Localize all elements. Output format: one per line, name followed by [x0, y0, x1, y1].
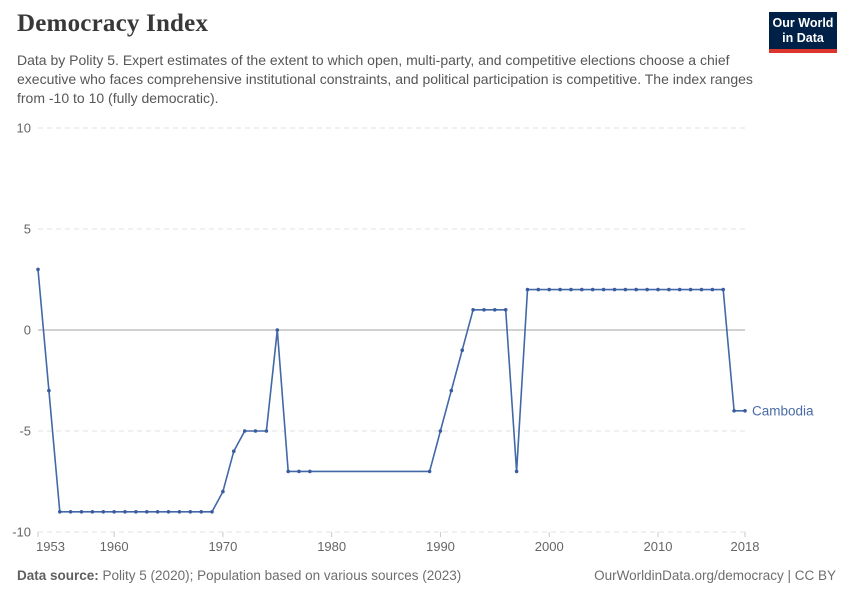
- data-point-1969[interactable]: [210, 510, 214, 514]
- data-point-2000[interactable]: [547, 287, 551, 292]
- data-point-2009[interactable]: [645, 287, 649, 292]
- data-point-1996[interactable]: [503, 308, 508, 312]
- data-point-1975[interactable]: [275, 328, 280, 332]
- data-point-2007[interactable]: [623, 287, 628, 292]
- data-source-note: Data source: Polity 5 (2020); Population…: [17, 568, 461, 583]
- data-point-1997[interactable]: [514, 469, 519, 474]
- data-point-1978[interactable]: [308, 469, 312, 474]
- x-tick-label-2000: 2000: [535, 539, 564, 554]
- data-point-2002[interactable]: [569, 287, 573, 292]
- data-point-2010[interactable]: [656, 287, 660, 292]
- data-point-2006[interactable]: [612, 287, 617, 292]
- data-point-1972[interactable]: [242, 429, 247, 433]
- chart-subtitle: Data by Polity 5. Expert estimates of th…: [17, 52, 753, 106]
- x-tick-label-2018: 2018: [731, 539, 760, 554]
- y-tick-label-0: 0: [24, 323, 31, 338]
- data-source-label: Data source:: [17, 568, 99, 583]
- data-point-2011[interactable]: [667, 287, 671, 292]
- data-point-1961[interactable]: [123, 510, 127, 514]
- data-point-1955[interactable]: [58, 510, 62, 514]
- data-point-1992[interactable]: [460, 348, 465, 352]
- page-title: Democracy Index: [17, 10, 209, 37]
- data-point-1966[interactable]: [177, 510, 182, 514]
- data-point-1974[interactable]: [264, 429, 269, 433]
- data-point-1990[interactable]: [438, 429, 443, 433]
- line-chart: 10 5 0 -5 -10 1953 1960 1970 1980 1990 2000 2010 201…: [12, 121, 814, 554]
- data-point-1960[interactable]: [112, 510, 116, 514]
- data-point-1956[interactable]: [68, 510, 73, 514]
- data-point-1959[interactable]: [101, 510, 106, 514]
- x-tick-label-1953: 1953: [36, 539, 65, 554]
- chart-footer: Data source: Polity 5 (2020); Population…: [17, 568, 836, 583]
- x-tick-label-1980: 1980: [317, 539, 346, 554]
- data-point-1994[interactable]: [482, 308, 486, 312]
- data-point-1967[interactable]: [188, 510, 193, 514]
- x-tick-label-1990: 1990: [426, 539, 455, 554]
- data-point-2003[interactable]: [580, 287, 584, 292]
- data-point-2015[interactable]: [710, 287, 715, 292]
- data-point-1989[interactable]: [427, 469, 432, 474]
- data-point-1958[interactable]: [90, 510, 95, 514]
- x-tick-label-2010: 2010: [644, 539, 673, 554]
- data-point-2017[interactable]: [732, 409, 736, 413]
- data-point-2001[interactable]: [558, 287, 562, 292]
- data-point-1954[interactable]: [47, 388, 51, 393]
- data-point-1999[interactable]: [536, 287, 541, 292]
- x-tick-label-1970: 1970: [208, 539, 237, 554]
- y-tick-label--10: -10: [12, 525, 31, 540]
- entity-label-cambodia[interactable]: Cambodia: [752, 404, 814, 419]
- data-point-2008[interactable]: [634, 287, 638, 292]
- data-point-2013[interactable]: [688, 287, 693, 292]
- data-point-1963[interactable]: [145, 510, 149, 514]
- data-point-2004[interactable]: [590, 287, 595, 292]
- x-tick-label-1960: 1960: [100, 539, 129, 554]
- data-point-2005[interactable]: [601, 287, 606, 292]
- data-point-1998[interactable]: [525, 287, 530, 292]
- data-point-1957[interactable]: [79, 510, 84, 514]
- data-point-1991[interactable]: [449, 388, 454, 393]
- y-tick-label--5: -5: [19, 424, 31, 439]
- data-point-1995[interactable]: [493, 308, 497, 312]
- data-point-1953[interactable]: [36, 267, 40, 272]
- data-point-1973[interactable]: [253, 429, 258, 433]
- data-point-1976[interactable]: [286, 469, 291, 474]
- series-line-cambodia[interactable]: [37, 268, 746, 513]
- data-point-2012[interactable]: [677, 287, 682, 292]
- data-point-1971[interactable]: [232, 449, 236, 454]
- credit-link[interactable]: OurWorldinData.org/democracy | CC BY: [594, 568, 836, 583]
- data-point-1977[interactable]: [297, 469, 301, 474]
- owid-logo[interactable]: Our World in Data: [769, 12, 837, 53]
- data-point-2016[interactable]: [721, 287, 725, 292]
- data-point-2018[interactable]: [743, 409, 747, 413]
- data-point-2014[interactable]: [699, 287, 704, 292]
- y-tick-label-5: 5: [24, 222, 31, 237]
- data-point-1970[interactable]: [221, 489, 225, 494]
- owid-logo-line1: Our World: [772, 15, 834, 30]
- data-point-1968[interactable]: [199, 510, 203, 514]
- data-point-1993[interactable]: [471, 308, 475, 312]
- data-source-value: Polity 5 (2020); Population based on var…: [98, 568, 462, 583]
- y-tick-label-10: 10: [17, 121, 31, 136]
- data-point-1962[interactable]: [134, 510, 138, 514]
- data-point-1965[interactable]: [166, 510, 171, 514]
- data-point-1964[interactable]: [155, 510, 160, 514]
- owid-logo-line2: in Data: [782, 30, 824, 45]
